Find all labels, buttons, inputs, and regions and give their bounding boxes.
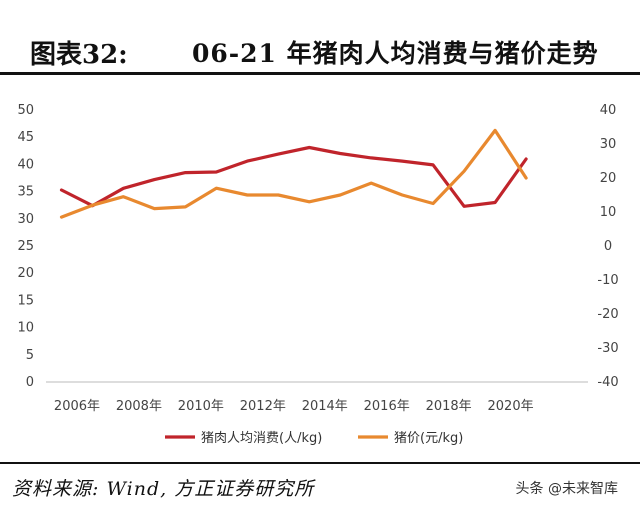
figure-title: 06-21 年猪肉人均消费与猪价走势 (192, 39, 599, 68)
right-tick-label: 10 (600, 205, 617, 220)
left-tick-label: 35 (17, 185, 34, 200)
x-tick-label: 2008年 (116, 399, 162, 414)
x-tick-label: 2016年 (364, 399, 410, 414)
left-tick-label: 50 (17, 103, 34, 118)
legend-label-1: 猪肉人均消费(人/kg) (201, 431, 322, 446)
right-tick-label: -20 (597, 307, 618, 322)
right-tick-label: -40 (597, 375, 618, 390)
left-tick-label: 0 (26, 375, 34, 390)
watermark: 头条 @未来智库 (515, 481, 618, 497)
x-tick-label: 2012年 (240, 399, 286, 414)
x-tick-label: 2010年 (178, 399, 224, 414)
figure-header: 图表32: 06-21 年猪肉人均消费与猪价走势 (0, 0, 640, 76)
right-tick-label: 0 (604, 239, 612, 254)
left-tick-label: 30 (17, 212, 34, 227)
right-tick-label: 30 (600, 137, 617, 152)
right-tick-label: 20 (600, 171, 617, 186)
plot-area (46, 128, 588, 383)
legend: 猪肉人均消费(人/kg) 猪价(元/kg) (165, 431, 463, 446)
footer-rule (0, 462, 640, 464)
left-tick-label: 10 (17, 321, 34, 336)
series-line-2 (59, 128, 528, 219)
left-axis: 0 5 10 15 20 25 30 35 40 45 50 (17, 103, 34, 390)
left-tick-label: 20 (17, 266, 34, 281)
legend-label-2: 猪价(元/kg) (394, 431, 463, 446)
chart: 0 5 10 15 20 25 30 35 40 45 50 -40 -30 -20 -10 0 10 20 30… (17, 103, 618, 446)
header-rule (0, 72, 640, 75)
x-axis: 2006年 2008年 2010年 2012年 2014年 2016年 2018年 2020年 (54, 399, 534, 414)
right-tick-label: -30 (597, 341, 618, 356)
x-tick-label: 2014年 (302, 399, 348, 414)
x-tick-label: 2006年 (54, 399, 100, 414)
left-tick-label: 5 (26, 348, 34, 363)
right-tick-label: -10 (597, 273, 618, 288)
x-tick-label: 2018年 (426, 399, 472, 414)
source-note: 资料来源: Wind, 方正证券研究所 (12, 478, 315, 500)
left-tick-label: 15 (17, 293, 34, 308)
right-axis: -40 -30 -20 -10 0 10 20 30 40 (597, 103, 618, 390)
x-tick-label: 2020年 (488, 399, 534, 414)
left-tick-label: 40 (17, 157, 34, 172)
right-tick-label: 40 (600, 103, 617, 118)
left-tick-label: 25 (17, 239, 34, 254)
figure-label: 图表32: (30, 40, 128, 70)
left-tick-label: 45 (17, 130, 34, 145)
